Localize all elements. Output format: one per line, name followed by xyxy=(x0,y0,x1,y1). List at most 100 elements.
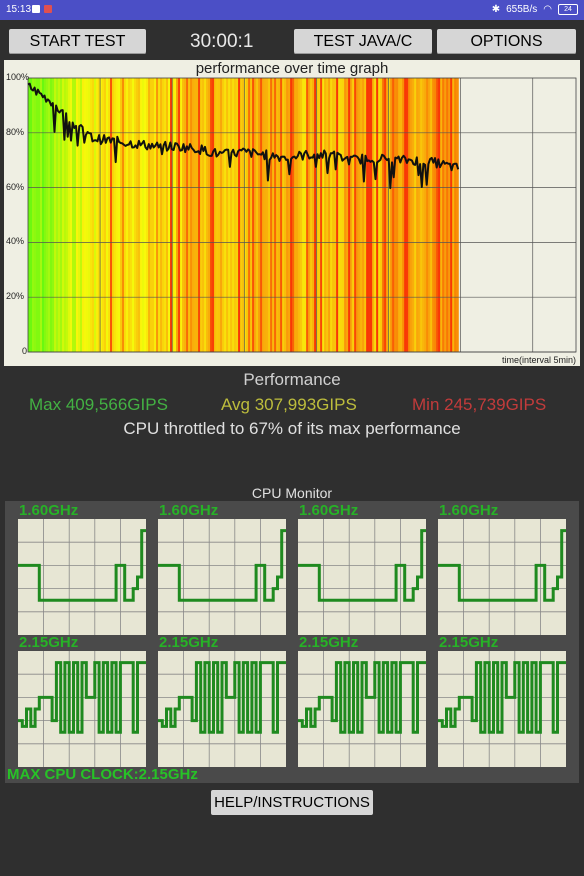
heat-bar xyxy=(244,78,247,352)
heat-bar xyxy=(336,78,339,352)
heat-bar xyxy=(408,78,411,352)
heat-bar xyxy=(194,78,197,352)
heat-bar xyxy=(220,78,223,352)
heat-bar xyxy=(370,78,373,352)
heat-bar xyxy=(224,78,227,352)
heat-bar xyxy=(418,78,421,352)
heat-bar xyxy=(114,78,117,352)
heat-bar xyxy=(394,78,397,352)
heat-bar xyxy=(132,78,135,352)
heat-bar xyxy=(64,78,67,352)
heat-bar xyxy=(292,78,295,352)
heat-bar xyxy=(34,78,37,352)
heat-bar xyxy=(376,78,379,352)
heat-bar xyxy=(48,78,51,352)
heat-bar xyxy=(150,78,153,352)
help-instructions-button[interactable]: HELP/INSTRUCTIONS xyxy=(211,790,373,815)
heat-bar xyxy=(276,78,279,352)
performance-graph xyxy=(4,60,580,366)
heat-bar xyxy=(96,78,99,352)
heat-bar xyxy=(178,78,181,352)
heat-bar xyxy=(100,78,103,352)
heat-bar xyxy=(390,78,393,352)
heat-bar xyxy=(136,78,139,352)
heat-bar xyxy=(402,78,405,352)
heat-bar xyxy=(428,78,431,352)
heat-bar xyxy=(128,78,131,352)
heat-bar xyxy=(294,78,297,352)
max-cpu-clock: MAX CPU CLOCK:2.15GHz xyxy=(7,766,198,783)
heat-bar xyxy=(216,78,219,352)
heat-bar xyxy=(372,78,375,352)
heat-bar xyxy=(310,78,313,352)
heat-bar xyxy=(306,78,309,352)
heat-bar xyxy=(274,78,277,352)
status-bar: 15:13 ✱ 655B/s ◠ 24 xyxy=(0,0,584,20)
status-time: 15:13 xyxy=(6,4,32,15)
heat-bar xyxy=(208,78,211,352)
heat-bar xyxy=(110,78,113,352)
heat-bar xyxy=(330,78,333,352)
heat-bar xyxy=(380,78,383,352)
heat-bar xyxy=(84,78,87,352)
heat-bar xyxy=(52,78,55,352)
heat-bar xyxy=(180,78,183,352)
heat-bar xyxy=(302,78,305,352)
heat-bar xyxy=(340,78,343,352)
cpu-core-graph xyxy=(298,651,426,767)
core-frequency-line xyxy=(298,661,426,734)
test-java-c-button[interactable]: TEST JAVA/C xyxy=(294,29,432,54)
heat-bar xyxy=(446,78,449,352)
heat-bar xyxy=(266,78,269,352)
cpu-monitor-title: CPU Monitor xyxy=(251,485,333,501)
heat-bar xyxy=(420,78,423,352)
heat-bar xyxy=(50,78,53,352)
heat-bar xyxy=(350,78,353,352)
cpu-core-graph xyxy=(18,519,146,635)
heat-bar xyxy=(188,78,191,352)
heat-bar xyxy=(352,78,355,352)
plot-border xyxy=(27,77,577,353)
heat-bar xyxy=(290,78,293,352)
heat-bar xyxy=(360,78,363,352)
heat-bar xyxy=(240,78,243,352)
heat-bar xyxy=(284,78,287,352)
heat-bar xyxy=(138,78,141,352)
cpu-core-frequency: 1.60GHz xyxy=(439,502,499,519)
notification-icon xyxy=(32,5,40,13)
graph-grid xyxy=(27,77,577,353)
cpu-core-frequency: 1.60GHz xyxy=(19,502,79,519)
heat-bar xyxy=(186,78,189,352)
y-tick-label: 80% xyxy=(6,126,25,137)
heat-bar xyxy=(168,78,171,352)
heat-bar xyxy=(344,78,347,352)
options-button[interactable]: OPTIONS xyxy=(437,29,576,54)
heat-bar xyxy=(396,78,399,352)
cpu-core-canvas xyxy=(298,651,426,767)
heat-bar xyxy=(66,78,69,352)
heat-bar xyxy=(170,78,173,352)
cpu-core-frequency: 2.15GHz xyxy=(19,634,79,651)
core-frequency-line xyxy=(158,529,286,602)
heat-bar xyxy=(62,78,65,352)
heat-bar xyxy=(144,78,147,352)
heat-bar xyxy=(212,78,215,352)
heat-bar xyxy=(334,78,337,352)
core-frequency-line xyxy=(298,529,426,602)
start-test-button[interactable]: START TEST xyxy=(9,29,146,54)
app-notification-icon xyxy=(44,5,52,13)
heat-bar xyxy=(326,78,329,352)
heat-bar xyxy=(316,78,319,352)
heat-bar xyxy=(368,78,371,352)
heat-bar xyxy=(362,78,365,352)
heat-bar xyxy=(120,78,123,352)
heat-bar xyxy=(116,78,119,352)
core-frequency-line xyxy=(18,529,146,602)
cpu-core-canvas xyxy=(18,651,146,767)
heat-bar xyxy=(198,78,201,352)
heat-bar xyxy=(452,78,455,352)
heat-bar xyxy=(142,78,145,352)
heat-bar xyxy=(382,78,385,352)
heat-bar xyxy=(388,78,391,352)
heat-bar xyxy=(200,78,203,352)
